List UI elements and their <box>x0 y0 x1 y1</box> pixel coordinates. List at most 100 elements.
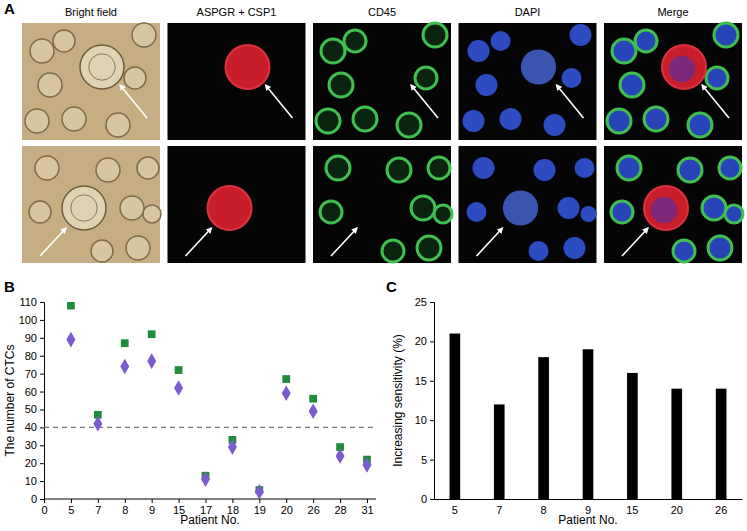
point <box>282 375 290 383</box>
x-axis-title: Patient No. <box>180 513 239 527</box>
tick-label: 15 <box>415 375 427 387</box>
axis-line <box>435 499 743 500</box>
micrograph-background <box>168 23 306 140</box>
tick-mark <box>313 499 314 503</box>
target-nucleus <box>89 54 115 80</box>
tick-mark <box>367 499 368 503</box>
micrograph <box>459 146 597 263</box>
tick: 28 <box>334 499 346 516</box>
series <box>66 332 371 499</box>
leukocyte <box>316 109 340 133</box>
leukocyte <box>96 158 120 182</box>
nucleus <box>468 40 490 62</box>
tick: 0 <box>421 493 434 505</box>
micrograph-background <box>168 146 306 263</box>
nucleus <box>570 24 592 46</box>
bar <box>716 389 727 499</box>
micrograph-background <box>459 23 597 140</box>
micrograph <box>168 23 306 140</box>
tick: 100 <box>19 314 44 326</box>
tick-label: 5 <box>68 504 74 516</box>
leukocyte <box>411 196 435 220</box>
tick: 60 <box>25 386 44 398</box>
tick: 20 <box>281 499 293 516</box>
tick-label: 90 <box>25 332 37 344</box>
leukocyte <box>321 39 345 63</box>
target-nucleus <box>521 49 556 84</box>
tick: 9 <box>149 499 155 516</box>
axis: 0510152025 <box>415 296 435 505</box>
point <box>228 439 237 455</box>
leukocyte <box>611 201 633 223</box>
tick-mark <box>430 381 434 382</box>
tick-label: 31 <box>361 504 373 516</box>
column-title: Merge <box>657 6 688 18</box>
axis-line <box>40 303 45 500</box>
leukocyte <box>428 157 450 179</box>
axis-line <box>44 499 376 500</box>
point <box>255 484 264 499</box>
tick: 31 <box>361 499 373 516</box>
plot-area <box>44 302 376 499</box>
micrograph-background <box>313 23 451 140</box>
leukocyte <box>62 107 86 131</box>
point <box>67 302 75 309</box>
axis: 0102030405060708090100110 <box>19 296 45 505</box>
tick: 30 <box>25 439 44 451</box>
tick-mark <box>179 499 180 503</box>
tick-mark <box>40 320 44 321</box>
axis-line <box>430 303 435 500</box>
tick-label: 100 <box>19 314 37 326</box>
point <box>309 403 318 419</box>
leukocyte <box>106 113 130 137</box>
tick-label: 10 <box>25 475 37 487</box>
tick-mark <box>40 499 44 500</box>
tick: 7 <box>95 499 101 516</box>
panel-label: A <box>4 0 15 17</box>
point <box>309 395 317 403</box>
leukocyte <box>714 23 738 47</box>
target-cell <box>62 186 106 230</box>
tick: 8 <box>122 499 128 516</box>
bar <box>538 357 549 499</box>
micrograph <box>22 146 161 263</box>
tick: 20 <box>25 457 44 469</box>
micrograph-background <box>459 146 597 263</box>
nucleus <box>491 31 511 51</box>
nucleus <box>534 159 556 181</box>
leukocyte <box>132 23 156 47</box>
tick-label: 0 <box>31 493 37 505</box>
arrow <box>331 228 357 256</box>
target-cell <box>662 45 706 89</box>
micrograph <box>604 146 743 263</box>
tick-label: 5 <box>421 454 427 466</box>
arrow <box>186 228 212 256</box>
leukocyte <box>329 73 353 97</box>
target-cell <box>208 186 252 230</box>
tick-label: 9 <box>149 504 155 516</box>
tick: 5 <box>421 454 434 466</box>
point <box>148 330 156 338</box>
tick: 90 <box>25 332 44 344</box>
leukocyte <box>320 201 342 223</box>
tick: 26 <box>308 499 320 516</box>
leukocyte <box>678 158 702 182</box>
target-nucleus <box>71 195 97 221</box>
tick-label: 26 <box>308 504 320 516</box>
tick-label: 20 <box>25 457 37 469</box>
tick: 40 <box>25 421 44 433</box>
micrograph-background <box>22 23 160 140</box>
micrograph <box>22 23 160 140</box>
tick-mark <box>40 392 44 393</box>
tick-label: 0 <box>421 493 427 505</box>
leukocyte <box>387 158 411 182</box>
leukocyte <box>688 113 712 137</box>
tick-mark <box>98 499 99 503</box>
point <box>147 353 156 369</box>
tick-mark <box>40 409 44 410</box>
leukocyte <box>635 30 657 52</box>
tick-label: 20 <box>281 504 293 516</box>
leukocyte <box>91 240 113 262</box>
tick: 20 <box>671 499 683 516</box>
micrograph <box>168 146 306 263</box>
